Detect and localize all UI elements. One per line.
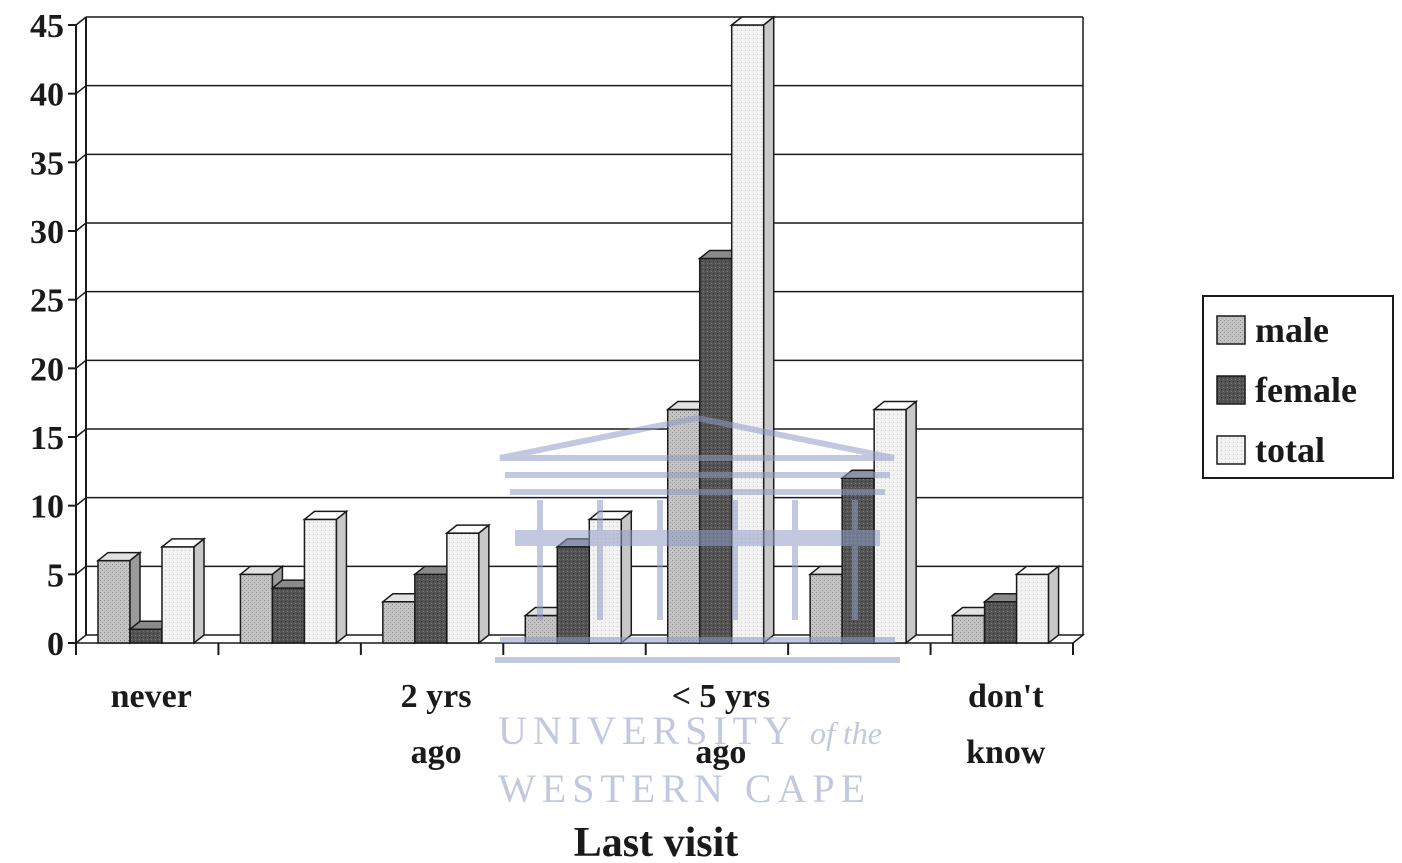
x-category-label: never bbox=[111, 678, 192, 715]
gridline-depth bbox=[75, 497, 87, 507]
bar-male-front bbox=[382, 601, 416, 644]
gridline-depth bbox=[75, 565, 87, 575]
bar-total-front bbox=[873, 408, 907, 644]
bar-total-front bbox=[446, 532, 480, 644]
bar-female-front bbox=[129, 628, 163, 644]
gridlines bbox=[75, 16, 1083, 575]
legend-swatch-male bbox=[1216, 315, 1246, 345]
university-watermark: UNIVERSITY of the WESTERN CAPE bbox=[495, 414, 900, 811]
legend-label-total: total bbox=[1255, 430, 1325, 470]
y-tick-label: 0 bbox=[47, 626, 64, 663]
bar-male-front bbox=[809, 573, 843, 644]
gridline-depth bbox=[75, 222, 87, 232]
bar-total-front bbox=[303, 518, 338, 644]
gridline-depth bbox=[75, 291, 87, 301]
x-axis-title: Last visit bbox=[574, 820, 739, 863]
watermark-line-1-suffix: of the bbox=[810, 715, 882, 751]
y-tick-label: 40 bbox=[30, 77, 64, 114]
gridline-depth bbox=[75, 153, 87, 163]
y-tick-label: 5 bbox=[47, 557, 64, 594]
bar-total-side bbox=[478, 523, 490, 645]
legend: male female total bbox=[1202, 295, 1394, 479]
y-tick-label: 20 bbox=[30, 351, 64, 388]
bar-total-side bbox=[1047, 564, 1060, 645]
legend-swatch-total bbox=[1216, 435, 1246, 465]
x-category-label: ago bbox=[695, 734, 746, 771]
bar-total-front bbox=[161, 546, 195, 644]
bar-total bbox=[872, 399, 919, 645]
bar-female-front bbox=[841, 477, 875, 644]
bar-female-front bbox=[271, 587, 306, 644]
building-logo bbox=[495, 414, 900, 663]
gridline-depth bbox=[75, 16, 87, 26]
bar-male-front bbox=[97, 559, 131, 644]
bar-male-front bbox=[666, 408, 701, 644]
bar-total bbox=[159, 537, 207, 645]
legend-label-male: male bbox=[1255, 310, 1329, 350]
bar-total-side bbox=[762, 15, 775, 645]
legend-swatch-female bbox=[1216, 375, 1246, 405]
bar-total-side bbox=[193, 537, 205, 645]
gridline-depth bbox=[75, 428, 87, 438]
bar-total bbox=[1014, 564, 1061, 645]
bar-male bbox=[95, 551, 143, 645]
bar-female-front bbox=[414, 573, 448, 644]
bars bbox=[95, 15, 1061, 645]
y-tick-label: 15 bbox=[30, 420, 64, 457]
watermark-line-2: WESTERN CAPE bbox=[498, 766, 871, 811]
bar-male-front bbox=[951, 614, 986, 644]
bar-total bbox=[302, 509, 349, 645]
x-category-label: ago bbox=[411, 734, 462, 771]
x-category-label: 2 yrs bbox=[401, 678, 472, 715]
bar-total-side bbox=[905, 399, 917, 645]
y-tick-label: 35 bbox=[30, 145, 64, 182]
bar-male-front bbox=[239, 573, 274, 644]
bar-female-front bbox=[983, 601, 1018, 644]
bar-total-front bbox=[1015, 573, 1050, 644]
legend-label-female: female bbox=[1255, 370, 1357, 410]
x-category-label: < 5 yrs bbox=[672, 678, 771, 715]
y-tick-label: 45 bbox=[30, 8, 64, 45]
y-tick-label: 10 bbox=[30, 489, 64, 526]
bar-total bbox=[729, 15, 776, 645]
bar-female-front bbox=[556, 546, 591, 644]
y-tick-label: 25 bbox=[30, 283, 64, 320]
bar-female-front bbox=[698, 257, 733, 644]
y-tick-label: 30 bbox=[30, 214, 64, 251]
category-labels: never 2 yrs ago < 5 yrs ago don't know bbox=[111, 678, 1046, 771]
x-category-label: know bbox=[966, 734, 1046, 771]
x-category-label: don't bbox=[968, 678, 1044, 715]
bar-total bbox=[444, 523, 491, 645]
gridline-depth bbox=[75, 85, 87, 95]
bar-total-side bbox=[335, 509, 348, 645]
gridline-depth bbox=[75, 359, 87, 369]
watermark-line-1: UNIVERSITY bbox=[498, 708, 798, 753]
